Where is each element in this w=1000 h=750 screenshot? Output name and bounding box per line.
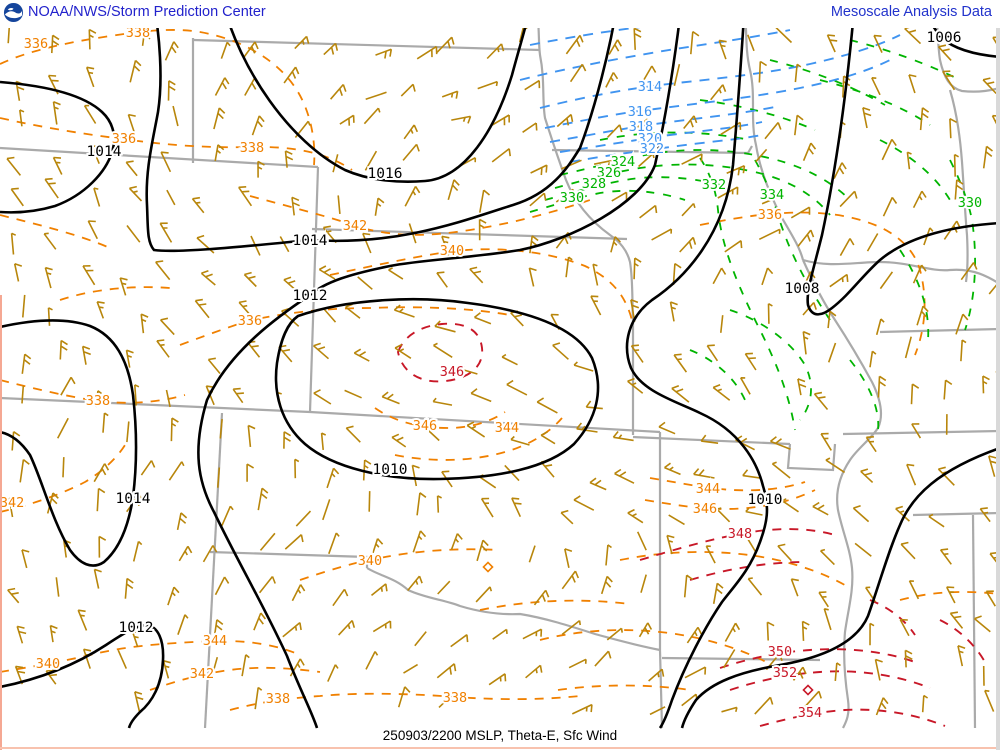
- contour-label: 342: [0, 495, 24, 511]
- contour-label: 344: [696, 481, 720, 497]
- contour-label: 1012: [293, 288, 328, 304]
- page-header: NOAA/NWS/Storm Prediction Center Mesosca…: [0, 0, 1000, 28]
- contour-label: 338: [86, 393, 110, 409]
- contour-label: 346: [413, 418, 437, 434]
- theta-e-red-layer: [397, 322, 986, 727]
- contour-label: 338: [443, 690, 467, 706]
- contour-label: 1016: [368, 166, 403, 182]
- contour-label: 328: [582, 176, 606, 192]
- contour-label: 340: [358, 553, 382, 569]
- contour-label: 336: [758, 207, 782, 223]
- contour-label: 1014: [87, 144, 122, 160]
- contour-label: 330: [958, 195, 982, 211]
- contour-label: 342: [190, 666, 214, 682]
- contour-label: 352: [773, 665, 797, 681]
- contour-label: 344: [203, 633, 227, 649]
- contour-label: 324: [611, 154, 635, 170]
- contour-label: 336: [24, 36, 48, 52]
- contour-label: 1010: [373, 462, 408, 478]
- contour-label: 1014: [116, 491, 151, 507]
- contour-label: 326: [597, 165, 621, 181]
- scrollbar-strip[interactable]: [996, 28, 1000, 750]
- contour-label: 336: [112, 131, 136, 147]
- contour-label: 318: [629, 119, 653, 135]
- center-markers-layer: [482, 561, 814, 696]
- contour-label: 320: [638, 131, 662, 147]
- contour-label: 342: [343, 218, 367, 234]
- contour-label: 332: [702, 177, 726, 193]
- site-title[interactable]: NOAA/NWS/Storm Prediction Center: [28, 4, 266, 20]
- map-caption: 250903/2200 MSLP, Theta-E, Sfc Wind: [382, 728, 618, 743]
- contour-label: 344: [495, 420, 519, 436]
- contour-label: 338: [240, 140, 264, 156]
- contour-label: 314: [638, 79, 662, 95]
- contour-label: 1010: [748, 492, 783, 508]
- page-left-edge: [0, 295, 2, 750]
- contour-label: 350: [768, 644, 792, 660]
- contour-label: 354: [798, 705, 822, 721]
- contour-label: 1006: [927, 30, 962, 46]
- contour-label: 346: [693, 501, 717, 517]
- noaa-seal-icon: [3, 2, 24, 23]
- contour-label: 1014: [293, 233, 328, 249]
- contour-label: 334: [760, 187, 784, 203]
- contour-label: 316: [628, 104, 652, 120]
- contour-label: 322: [640, 141, 664, 157]
- contour-label: 348: [728, 526, 752, 542]
- page-title-right: Mesoscale Analysis Data: [830, 4, 992, 20]
- contour-label: 340: [36, 656, 60, 672]
- contour-label: 338: [266, 691, 290, 707]
- theta-e-green-layer: [529, 39, 976, 431]
- contour-label: 1008: [785, 281, 820, 297]
- contour-label: 330: [560, 190, 584, 206]
- contour-label: 346: [440, 364, 464, 380]
- contour-label: 340: [440, 243, 464, 259]
- wind-barbs-layer: [6, 19, 1000, 716]
- contour-label: 1012: [119, 620, 154, 636]
- contour-label: 336: [238, 313, 262, 329]
- contour-labels-layer: 1014 1016 1014 1012 1014 1012 1010 1010 1008 1006…: [0, 23, 984, 723]
- page-bottom-edge: [0, 747, 1000, 749]
- mslp-isobars-layer: [0, 0, 1000, 729]
